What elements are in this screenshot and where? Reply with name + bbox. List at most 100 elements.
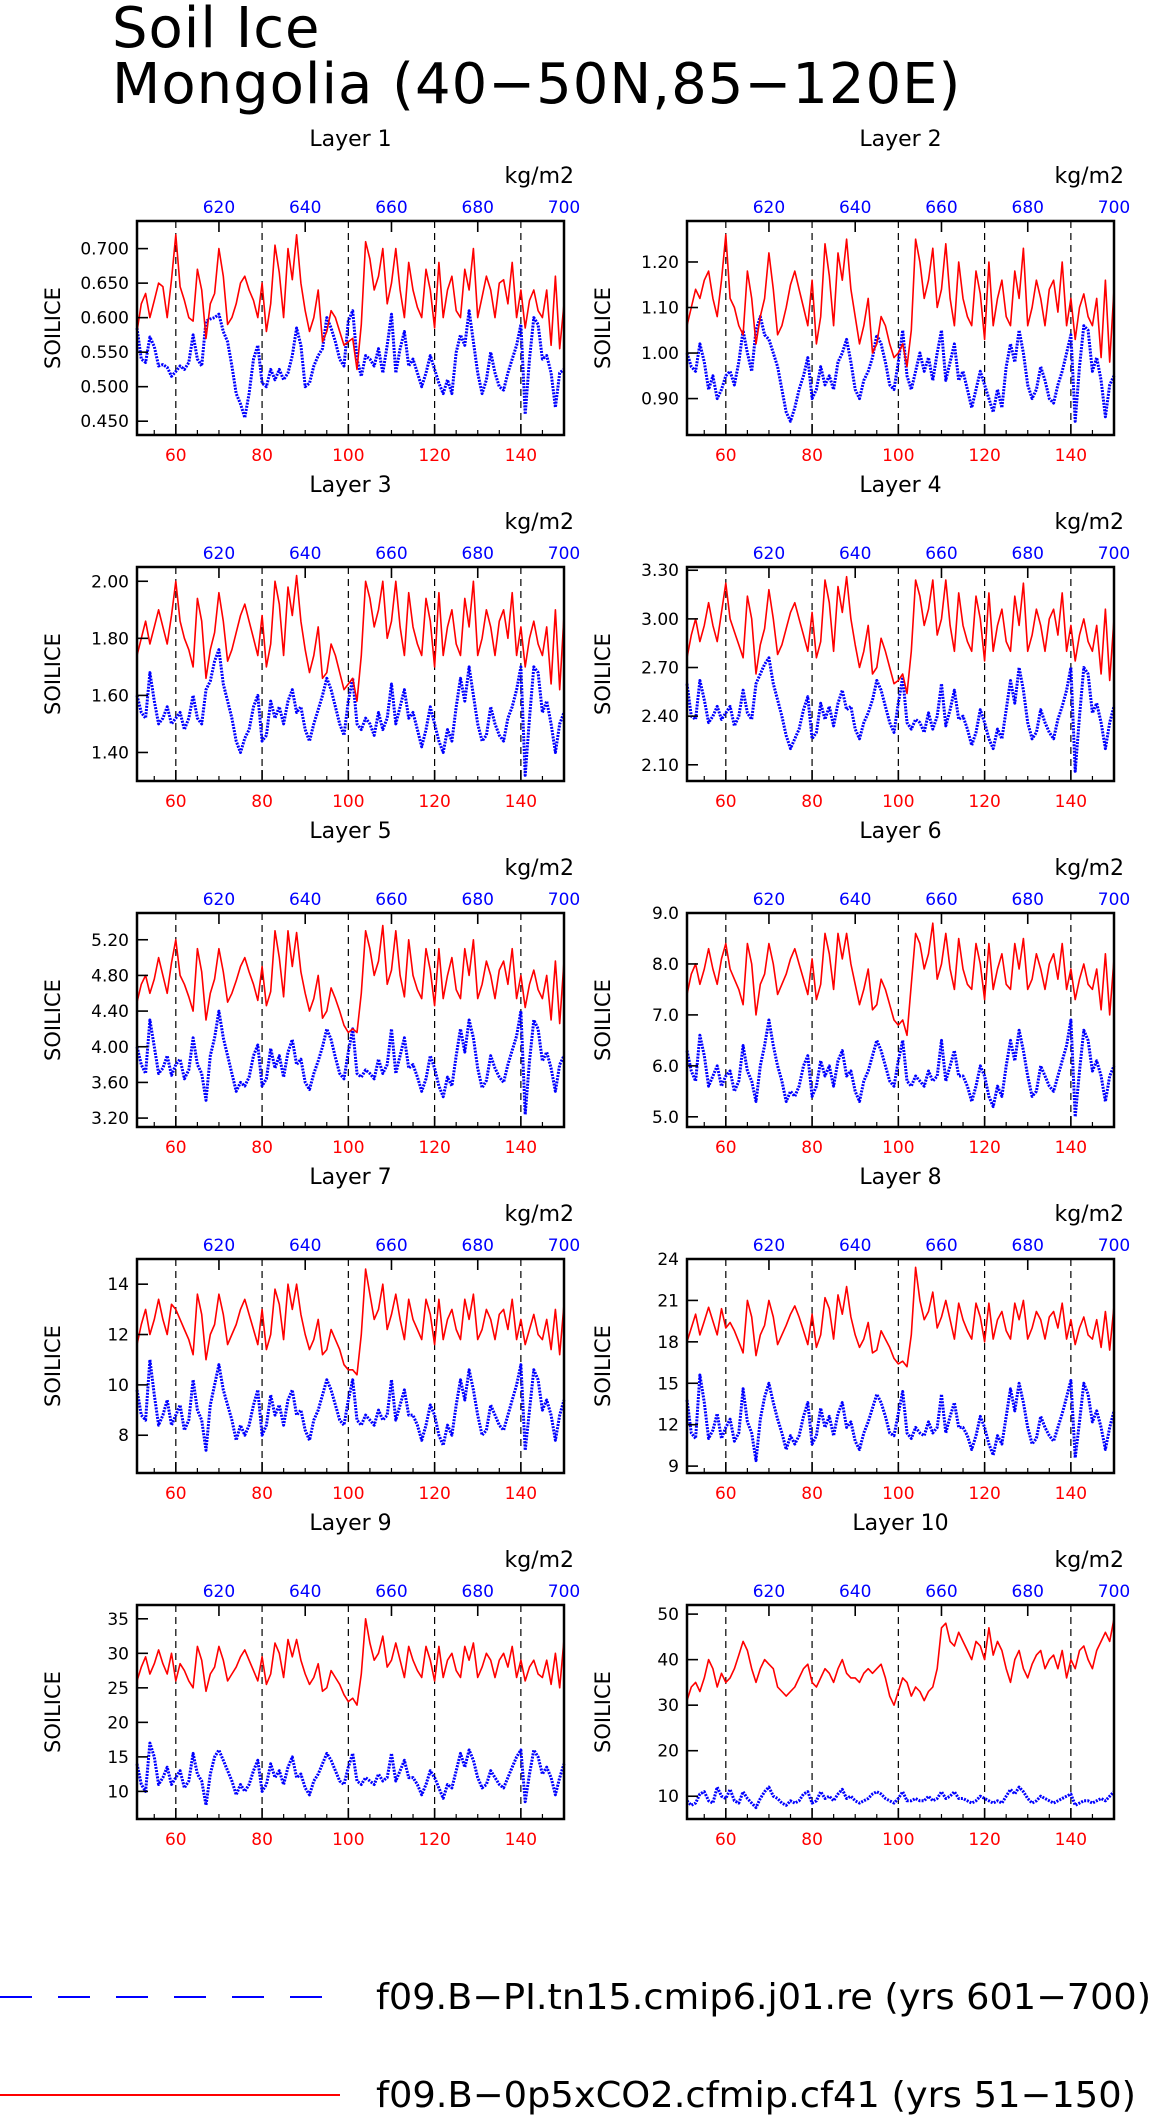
x-tick-label-bottom: 100 <box>882 792 914 812</box>
series-line-pi <box>685 656 1116 773</box>
y-tick-label: 10 <box>107 1376 129 1396</box>
x-tick-label-top: 640 <box>839 544 871 564</box>
x-tick-label-bottom: 140 <box>1055 446 1087 466</box>
plot-frame <box>135 1257 566 1475</box>
units-label: kg/m2 <box>1054 856 1124 881</box>
y-tick-label: 4.40 <box>91 1002 129 1022</box>
x-tick-label-top: 700 <box>548 890 580 910</box>
x-tick-label-top: 680 <box>462 1582 494 1602</box>
panel-title: Layer 8 <box>859 1165 941 1190</box>
y-tick-label: 10 <box>657 1787 679 1807</box>
units-label: kg/m2 <box>1054 510 1124 535</box>
x-tick-label-bottom: 100 <box>332 1138 364 1158</box>
series-line-co2 <box>686 922 1115 1037</box>
x-tick-label-bottom: 140 <box>1055 792 1087 812</box>
y-tick-label: 20 <box>107 1713 129 1733</box>
x-tick-label-bottom: 100 <box>882 446 914 466</box>
panel-title: Layer 3 <box>309 473 391 498</box>
x-tick-label-bottom: 80 <box>801 792 823 812</box>
x-tick-label-bottom: 140 <box>1055 1830 1087 1850</box>
x-tick-label-bottom: 120 <box>418 1138 450 1158</box>
series-line-co2 <box>136 234 565 371</box>
x-tick-label-top: 680 <box>1012 1236 1044 1256</box>
series-line-pi <box>685 1018 1116 1119</box>
series-line-co2 <box>136 574 565 702</box>
x-tick-label-top: 680 <box>462 1236 494 1256</box>
x-tick-label-bottom: 80 <box>251 446 273 466</box>
y-tick-label: 12 <box>657 1416 679 1436</box>
y-tick-label: 21 <box>657 1291 679 1311</box>
x-tick-label-top: 640 <box>289 890 321 910</box>
x-tick-label-bottom: 80 <box>251 1484 273 1504</box>
x-tick-label-bottom: 80 <box>251 1138 273 1158</box>
y-tick-label: 6.0 <box>652 1057 679 1077</box>
y-tick-label: 0.450 <box>80 412 129 432</box>
x-tick-label-bottom: 140 <box>505 1484 537 1504</box>
x-tick-label-bottom: 140 <box>505 1138 537 1158</box>
series-line-co2 <box>686 233 1115 368</box>
units-label: kg/m2 <box>1054 164 1124 189</box>
panel-title: Layer 1 <box>309 127 391 152</box>
y-tick-label: 3.60 <box>91 1073 129 1093</box>
x-tick-label-top: 680 <box>462 198 494 218</box>
panel-title: Layer 2 <box>859 127 941 152</box>
series-line-pi <box>135 1358 566 1452</box>
plot-frame <box>685 1603 1116 1821</box>
x-tick-label-top: 700 <box>1098 544 1130 564</box>
x-tick-label-bottom: 100 <box>882 1830 914 1850</box>
x-tick-label-bottom: 100 <box>332 1484 364 1504</box>
panel-title: Layer 5 <box>309 819 391 844</box>
x-tick-label-bottom: 80 <box>801 1830 823 1850</box>
y-tick-label: 0.500 <box>80 378 129 398</box>
plot-frame <box>685 219 1116 437</box>
x-tick-label-top: 620 <box>753 1582 785 1602</box>
x-tick-label-top: 660 <box>925 1582 957 1602</box>
x-tick-label-top: 620 <box>203 544 235 564</box>
series-line-pi <box>685 1373 1116 1463</box>
y-tick-label: 10 <box>107 1782 129 1802</box>
y-axis-label: SOILICE <box>41 1671 65 1753</box>
y-tick-label: 8.0 <box>652 955 679 975</box>
x-tick-label-top: 620 <box>203 1582 235 1602</box>
series-line-co2 <box>686 575 1115 695</box>
x-tick-label-top: 700 <box>548 1236 580 1256</box>
units-label: kg/m2 <box>504 1202 574 1227</box>
x-tick-label-top: 640 <box>839 890 871 910</box>
x-tick-label-bottom: 100 <box>332 1830 364 1850</box>
y-tick-label: 4.00 <box>91 1038 129 1058</box>
panel-title: Layer 6 <box>859 819 941 844</box>
x-tick-label-bottom: 80 <box>251 792 273 812</box>
x-tick-label-bottom: 60 <box>165 446 187 466</box>
y-tick-label: 2.00 <box>91 572 129 592</box>
x-tick-label-bottom: 100 <box>332 446 364 466</box>
x-tick-label-top: 660 <box>375 1236 407 1256</box>
series-line-pi <box>135 1741 566 1807</box>
x-tick-label-bottom: 80 <box>251 1830 273 1850</box>
y-tick-label: 30 <box>657 1696 679 1716</box>
y-axis-label: SOILICE <box>41 979 65 1061</box>
x-tick-label-bottom: 140 <box>1055 1484 1087 1504</box>
panel-title: Layer 9 <box>309 1511 391 1536</box>
series-line-co2 <box>136 1268 565 1376</box>
units-label: kg/m2 <box>1054 1202 1124 1227</box>
x-tick-label-top: 620 <box>753 890 785 910</box>
chart-title-line1: Soil Ice <box>112 0 321 61</box>
x-tick-label-top: 660 <box>925 198 957 218</box>
plot-frame <box>135 911 566 1129</box>
series-line-pi <box>135 648 566 777</box>
x-tick-label-top: 700 <box>1098 198 1130 218</box>
x-tick-label-bottom: 100 <box>882 1484 914 1504</box>
x-tick-label-top: 620 <box>203 890 235 910</box>
y-tick-label: 40 <box>657 1651 679 1671</box>
x-tick-label-bottom: 60 <box>715 1830 737 1850</box>
x-tick-label-top: 620 <box>203 198 235 218</box>
x-tick-label-top: 620 <box>753 544 785 564</box>
plot-frame <box>135 565 566 783</box>
x-tick-label-top: 700 <box>1098 1236 1130 1256</box>
x-tick-label-top: 700 <box>1098 1582 1130 1602</box>
series-line-pi <box>135 309 565 420</box>
x-tick-label-bottom: 60 <box>715 1484 737 1504</box>
x-tick-label-top: 640 <box>289 1236 321 1256</box>
series-line-pi <box>135 1009 566 1116</box>
